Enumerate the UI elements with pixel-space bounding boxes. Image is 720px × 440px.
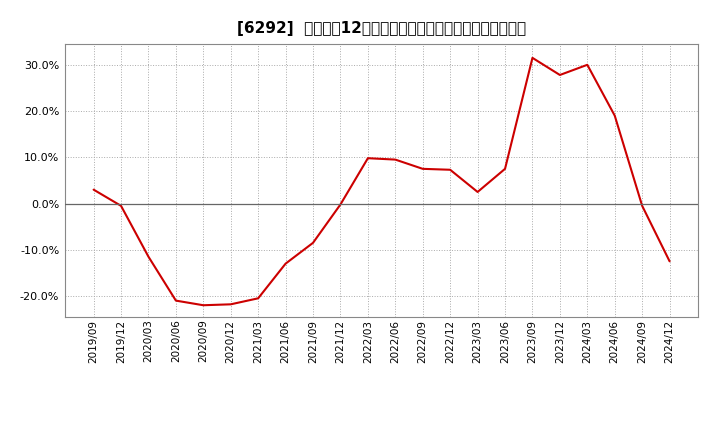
Title: [6292]  売上高の12か月移動合計の対前年同期増減率の推移: [6292] 売上高の12か月移動合計の対前年同期増減率の推移 — [237, 21, 526, 36]
